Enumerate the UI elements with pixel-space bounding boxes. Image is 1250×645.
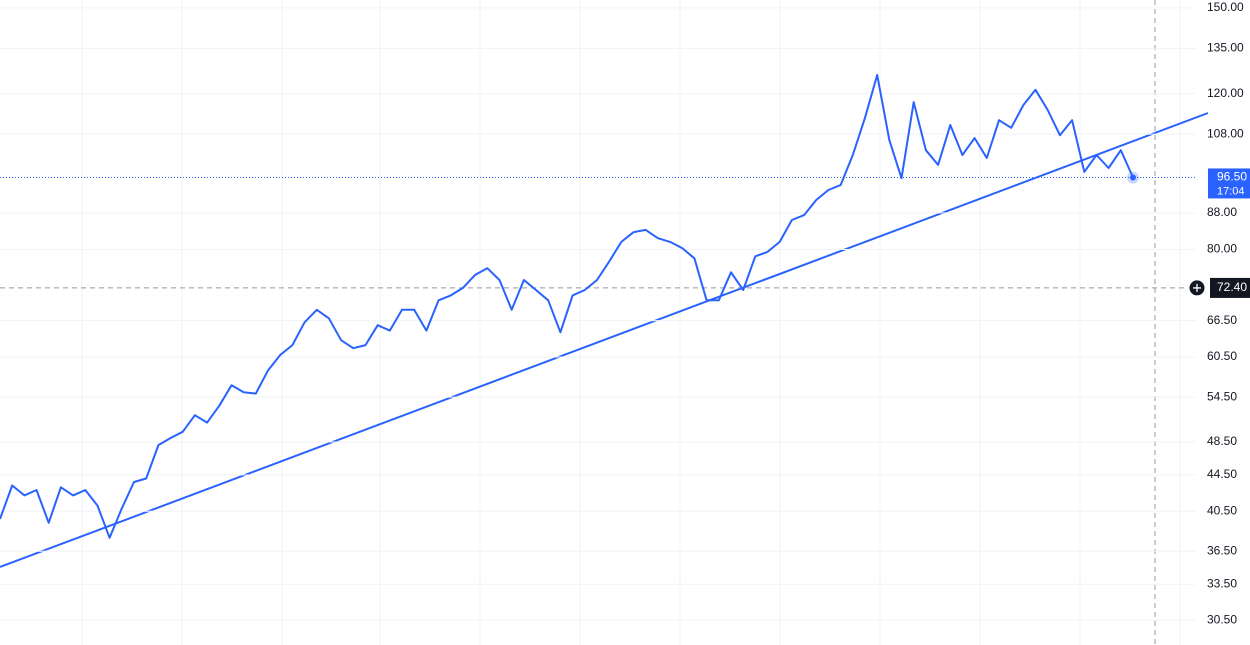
y-tick-label: 54.50 xyxy=(1207,389,1237,403)
crosshair-box xyxy=(1210,277,1250,298)
trend-line[interactable] xyxy=(0,112,1209,568)
price-line xyxy=(0,73,1134,539)
y-tick-label: 150.00 xyxy=(1207,0,1244,14)
y-tick-label: 30.50 xyxy=(1207,612,1237,626)
y-tick-label: 60.50 xyxy=(1207,349,1237,363)
y-tick-label: 88.00 xyxy=(1207,205,1237,219)
y-tick-label: 33.50 xyxy=(1207,576,1237,590)
add-alert-icon xyxy=(1193,283,1201,292)
y-tick-label: 44.50 xyxy=(1207,467,1237,481)
y-tick-label: 66.50 xyxy=(1207,313,1237,327)
last-point xyxy=(1130,174,1136,181)
y-tick-label: 48.50 xyxy=(1207,434,1237,448)
y-tick-label: 135.00 xyxy=(1207,41,1244,55)
crosshair-label: 72.40 xyxy=(1217,280,1247,294)
y-tick-label: 80.00 xyxy=(1207,242,1237,256)
last-price-label: 96.50 xyxy=(1217,170,1247,184)
y-tick-label: 40.50 xyxy=(1207,503,1237,517)
y-tick-label: 36.50 xyxy=(1207,543,1237,557)
y-tick-label: 108.00 xyxy=(1207,126,1244,140)
vertical-grid xyxy=(81,0,1181,645)
countdown-label: 17:04 xyxy=(1217,185,1245,197)
last-price-box xyxy=(1208,168,1250,199)
y-tick-label: 120.00 xyxy=(1207,86,1244,100)
